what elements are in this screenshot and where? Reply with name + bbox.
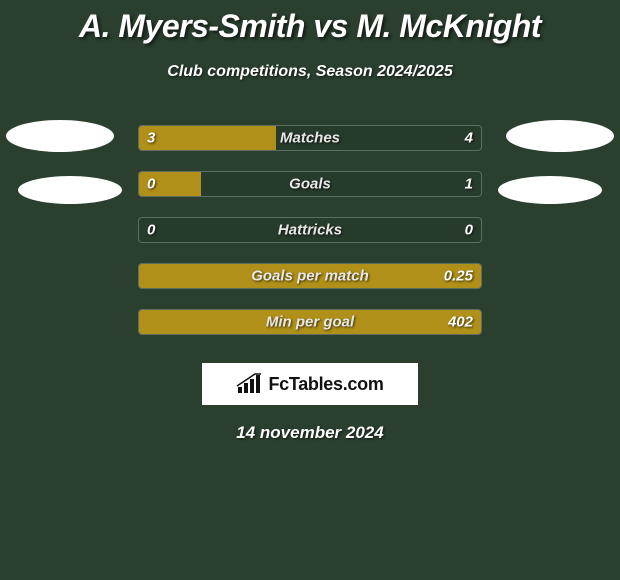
stat-label: Goals [289,176,331,193]
stat-value-right: 402 [448,314,473,331]
stats-chart: 3 4 Matches 0 1 Goals 0 0 Hattricks 0.25 Goals per… [0,115,620,345]
stat-row: 0.25 Goals per match [0,253,620,299]
stat-label: Matches [280,130,340,147]
fctables-logo: FcTables.com [202,363,418,405]
stat-bar-left [139,126,276,150]
stat-row: 0 1 Goals [0,161,620,207]
logo-text: FcTables.com [268,374,383,395]
stat-value-left: 3 [147,130,155,147]
stat-bar-track: 3 4 Matches [138,125,482,151]
stat-label: Goals per match [251,268,369,285]
stat-bar-track: 402 Min per goal [138,309,482,335]
stat-value-right: 0.25 [444,268,473,285]
stat-bar-track: 0 1 Goals [138,171,482,197]
stat-value-right: 0 [465,222,473,239]
stat-row: 0 0 Hattricks [0,207,620,253]
stat-label: Hattricks [278,222,342,239]
stat-value-right: 4 [465,130,473,147]
stat-row: 402 Min per goal [0,299,620,345]
stat-bar-track: 0 0 Hattricks [138,217,482,243]
stat-bar-track: 0.25 Goals per match [138,263,482,289]
snapshot-date: 14 november 2024 [0,423,620,443]
stat-value-right: 1 [465,176,473,193]
comparison-subtitle: Club competitions, Season 2024/2025 [0,63,620,81]
stat-label: Min per goal [266,314,354,331]
comparison-title: A. Myers-Smith vs M. McKnight [0,0,620,45]
bar-chart-icon [236,373,262,395]
stat-value-left: 0 [147,222,155,239]
stat-row: 3 4 Matches [0,115,620,161]
stat-value-left: 0 [147,176,155,193]
